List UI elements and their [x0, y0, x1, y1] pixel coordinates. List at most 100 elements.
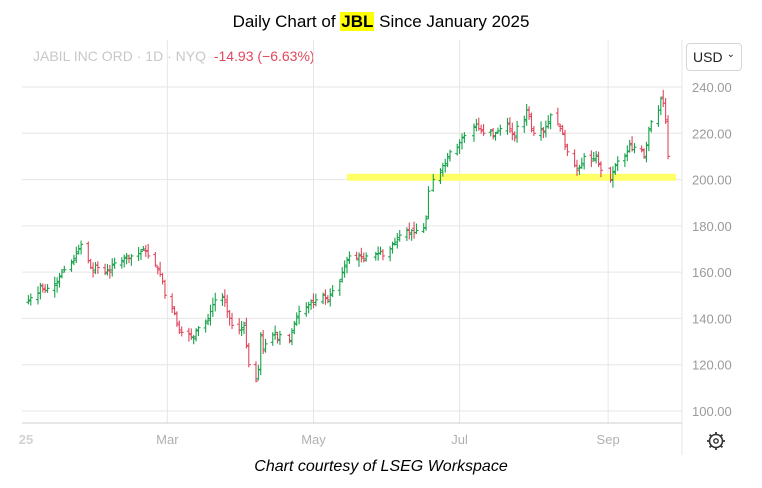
ohlc-bar — [632, 143, 637, 154]
ohlc-bar — [289, 328, 294, 346]
ohlc-bar — [62, 265, 67, 273]
ohlc-bar — [460, 133, 464, 150]
ohlc-bar — [364, 252, 369, 262]
ohlc-bar — [186, 327, 191, 342]
ohlc-bar — [179, 326, 184, 337]
ohlc-bar — [390, 241, 395, 254]
ohlc-bar — [313, 293, 318, 307]
chart-title: Daily Chart of JBL Since January 2025 — [0, 12, 762, 32]
ohlc-bar — [26, 295, 31, 305]
ohlc-bar — [153, 252, 158, 267]
ohlc-bar — [531, 126, 536, 137]
support-level-highlight — [347, 173, 676, 181]
ohlc-bar — [625, 145, 630, 162]
title-ticker: JBL — [340, 12, 375, 31]
grid-lines — [22, 40, 682, 423]
ohlc-bar — [591, 151, 596, 162]
ohlc-bar — [347, 251, 352, 265]
ohlc-bar — [642, 148, 647, 159]
y-tick-label: 140.00 — [692, 311, 732, 326]
ohlc-bar — [206, 313, 211, 326]
ohlc-bar — [306, 301, 311, 314]
ohlc-bar — [239, 320, 244, 336]
ohlc-bar — [356, 252, 361, 267]
ohlc-bar — [421, 223, 426, 234]
ohlc-bar — [86, 241, 91, 264]
ohlc-bar — [196, 326, 201, 336]
ohlc-bar — [28, 293, 33, 306]
ohlc-bar — [462, 132, 467, 143]
ohlc-bar — [649, 119, 654, 133]
ohlc-bar — [203, 319, 208, 333]
ohlc-bar — [342, 260, 347, 278]
ohlc-bar — [560, 124, 565, 135]
ohlc-bar — [512, 131, 517, 142]
ohlc-bar — [574, 159, 579, 176]
ohlc-bar — [479, 124, 484, 134]
title-prefix: Daily Chart of — [232, 12, 341, 31]
ohlc-bar — [112, 257, 117, 269]
ohlc-bar — [392, 237, 397, 246]
ohlc-bar — [589, 150, 594, 168]
ohlc-bar — [491, 127, 496, 140]
ohlc-bar — [55, 277, 60, 293]
ohlc-bar — [103, 263, 108, 276]
ohlc-bar — [52, 276, 57, 298]
ohlc-bar — [74, 246, 79, 264]
x-tick-label: Jul — [451, 432, 468, 447]
ohlc-bar — [579, 157, 584, 169]
ohlc-bar — [627, 139, 632, 153]
ohlc-bar — [155, 265, 160, 275]
ohlc-bar — [555, 107, 560, 126]
ohlc-bar — [297, 305, 302, 325]
x-tick-label: Sep — [597, 432, 620, 447]
ohlc-bar — [337, 279, 342, 296]
ohlc-bar — [598, 161, 603, 178]
info-separator: · — [167, 48, 172, 64]
ohlc-bar — [323, 289, 328, 305]
ohlc-bar — [488, 128, 493, 137]
ohlc-bar — [328, 288, 333, 307]
ohlc-bar — [615, 156, 620, 172]
ohlc-bar — [119, 257, 124, 269]
exchange-label: NYQ — [175, 48, 206, 64]
y-tick-label: 200.00 — [692, 173, 732, 188]
ohlc-bar — [543, 120, 548, 138]
ohlc-bar — [546, 115, 551, 129]
gear-icon[interactable] — [707, 432, 725, 450]
ohlc-bar — [213, 292, 218, 312]
ohlc-bar — [596, 151, 601, 168]
ohlc-bar — [443, 158, 448, 173]
ohlc-bar — [457, 139, 462, 154]
instrument-name: JABIL INC ORD — [33, 48, 133, 64]
ohlc-bar — [539, 121, 544, 141]
ohlc-bar — [610, 166, 615, 188]
ohlc-bar — [361, 252, 366, 263]
currency-dropdown[interactable]: USD ⌄ — [686, 43, 742, 71]
price-bars — [26, 89, 671, 383]
ohlc-bar — [646, 126, 651, 152]
ohlc-bar — [414, 223, 419, 234]
ohlc-bar — [510, 122, 515, 141]
ohlc-bar — [397, 229, 402, 242]
ohlc-bar — [455, 143, 460, 156]
ohlc-bar — [395, 233, 400, 249]
interval-label: 1D — [145, 48, 164, 64]
ohlc-bar — [529, 112, 534, 133]
ohlc-bar — [577, 164, 582, 175]
ohlc-bar — [124, 252, 129, 265]
ohlc-bar — [608, 166, 613, 183]
ohlc-bar — [548, 113, 553, 130]
ohlc-bar — [304, 302, 309, 317]
currency-label: USD — [693, 49, 723, 65]
ohlc-bar — [527, 106, 532, 120]
ohlc-bar — [565, 143, 570, 157]
ohlc-bar — [160, 272, 165, 285]
ohlc-bar — [258, 332, 263, 376]
ohlc-bar — [170, 293, 175, 314]
ohlc-bar — [359, 247, 364, 263]
ohlc-bar — [38, 282, 43, 300]
ohlc-bar — [409, 229, 414, 241]
ohlc-bar — [172, 306, 177, 316]
ohlc-bar — [448, 149, 453, 162]
